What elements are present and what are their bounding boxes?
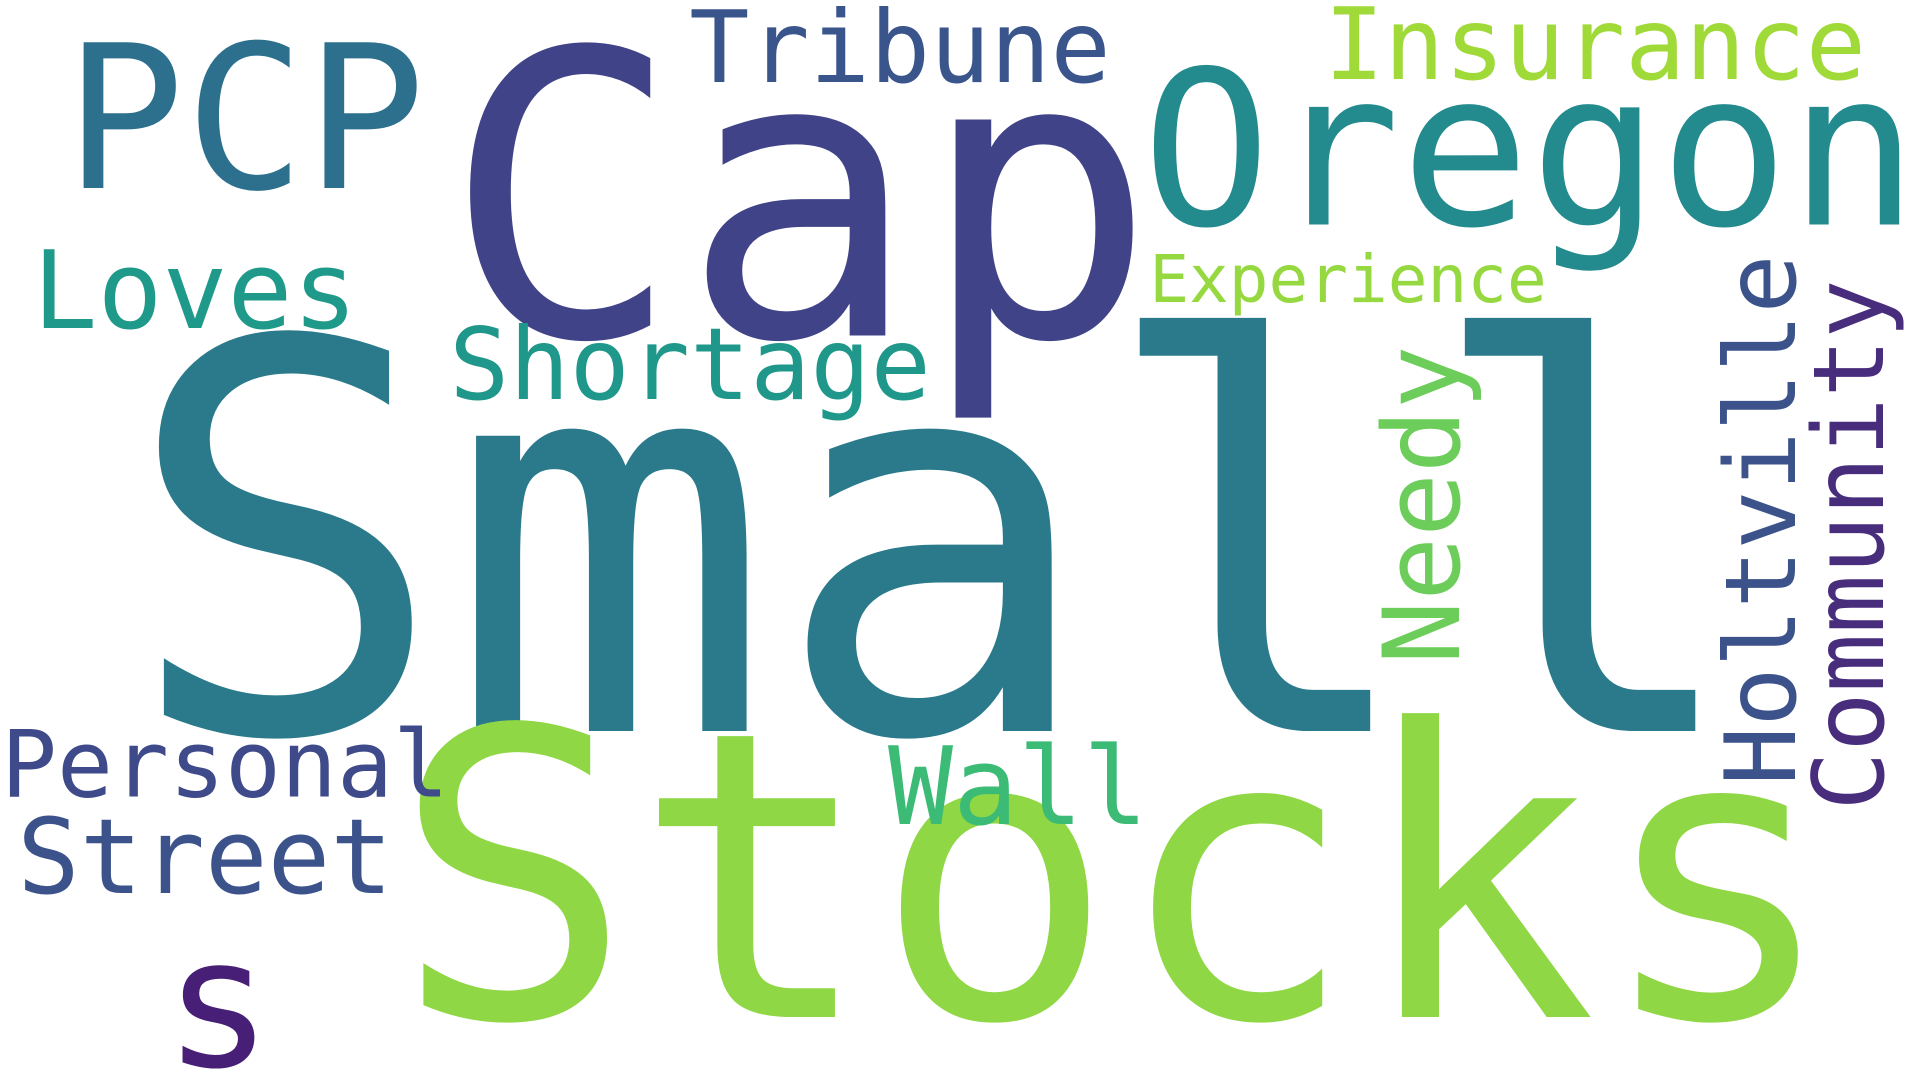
word-loves: Loves [32, 229, 358, 354]
word-tribune: Tribune [689, 0, 1111, 106]
word-personal: Personal [1, 710, 449, 819]
word-experience: Experience [1149, 241, 1547, 318]
word-s: s [163, 900, 273, 1080]
word-wall: Wall [887, 725, 1149, 850]
word-needy: Needy [1361, 345, 1484, 665]
word-pcp: PCP [64, 3, 426, 236]
word-community: Community [1793, 279, 1907, 811]
word-insurance: Insurance [1324, 0, 1866, 103]
word-small: Small [122, 231, 1748, 859]
word-shortage: Shortage [449, 306, 931, 423]
word-oregon: Oregon [1141, 24, 1919, 276]
word-street: Street [17, 796, 393, 918]
word-stocks: Stocks [392, 647, 1838, 1080]
word-cap: Cap [443, 0, 1157, 430]
